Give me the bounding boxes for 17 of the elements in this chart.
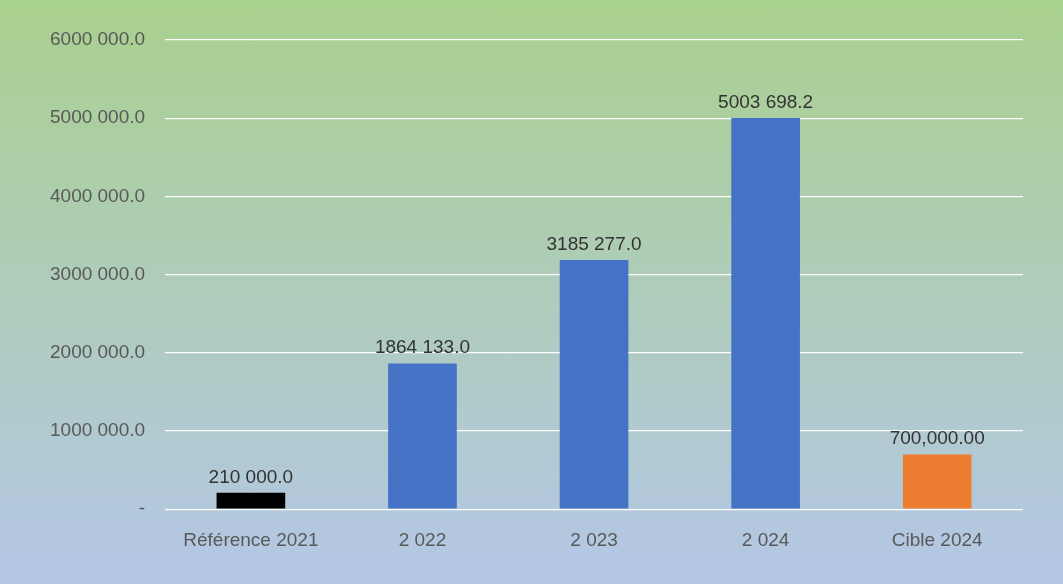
x-tick-label: Référence 2021 [183, 528, 319, 550]
y-tick-label: 1000 000.0 [50, 419, 146, 441]
x-tick-label: 2 024 [741, 528, 790, 550]
x-tick-label: 2 023 [570, 528, 618, 550]
y-tick-label: - [138, 497, 146, 519]
x-tick-label: Cible 2024 [891, 528, 984, 550]
data-label: 3185 277.0 [546, 232, 642, 254]
y-tick-label: 3000 000.0 [50, 262, 146, 284]
data-label: 1864 133.0 [374, 336, 471, 358]
x-tick-label: 2 022 [398, 528, 447, 550]
data-label: 5003 698.2 [718, 90, 814, 112]
data-label: 210 000.0 [208, 465, 294, 487]
y-tick-label: 4000 000.0 [50, 184, 146, 206]
y-tick-label: 6000 000.0 [50, 28, 146, 50]
data-label: 700,000.00 [889, 427, 985, 449]
y-tick-label: 2000 000.0 [50, 341, 146, 363]
y-tick-label: 5000 000.0 [50, 106, 146, 128]
